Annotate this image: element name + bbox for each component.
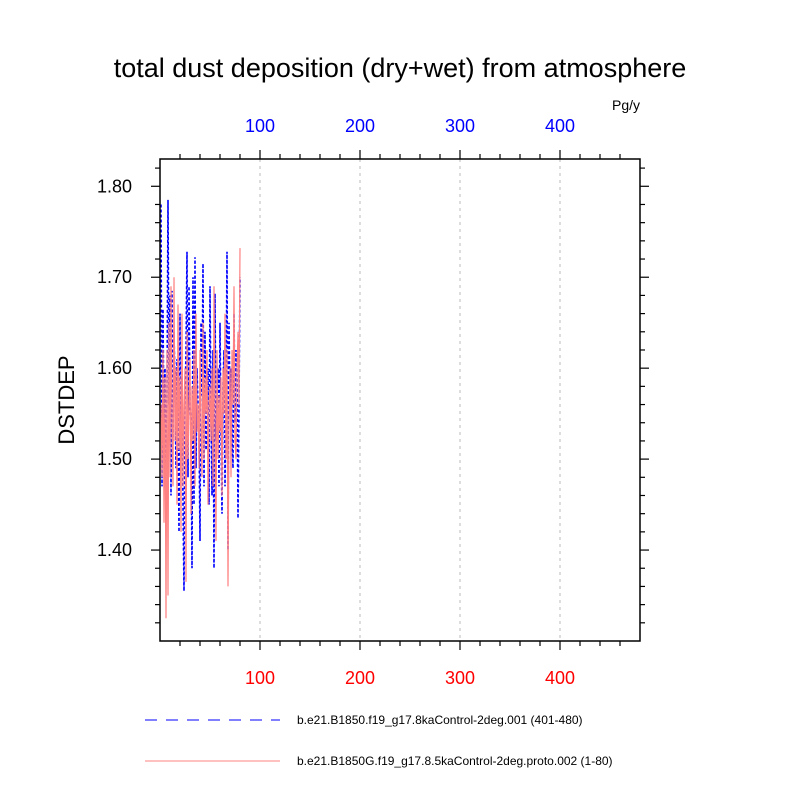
x-tick-label-top: 400 [545,116,575,136]
grid-lines [259,159,561,641]
units-label: Pg/y [612,97,640,113]
y-tick-label: 1.70 [97,267,132,287]
y-axis-label: DSTDEP [54,355,79,444]
chart-title: total dust deposition (dry+wet) from atm… [114,53,687,83]
series-layer [160,199,241,619]
series-line-2 [160,248,241,619]
x-tick-label-bottom: 400 [545,668,575,688]
x-tick-label-top: 100 [245,116,275,136]
legend-label-2: b.e21.B1850G.f19_g17.8.5kaControl-2deg.p… [297,754,613,768]
y-tick-label: 1.50 [97,449,132,469]
x-tick-label-bottom: 100 [245,668,275,688]
x-tick-label-bottom: 200 [345,668,375,688]
y-tick-label: 1.80 [97,176,132,196]
legend: b.e21.B1850.f19_g17.8kaControl-2deg.001 … [145,713,613,768]
x-tick-label-top: 300 [445,116,475,136]
axes: 100 100 200 200 300 300 400 400 1.40 1.50 1.60 1.70… [97,116,649,688]
x-tick-label-bottom: 300 [445,668,475,688]
y-tick-label: 1.60 [97,358,132,378]
x-tick-label-top: 200 [345,116,375,136]
y-tick-label: 1.40 [97,540,132,560]
legend-label-1: b.e21.B1850.f19_g17.8kaControl-2deg.001 … [297,713,583,727]
